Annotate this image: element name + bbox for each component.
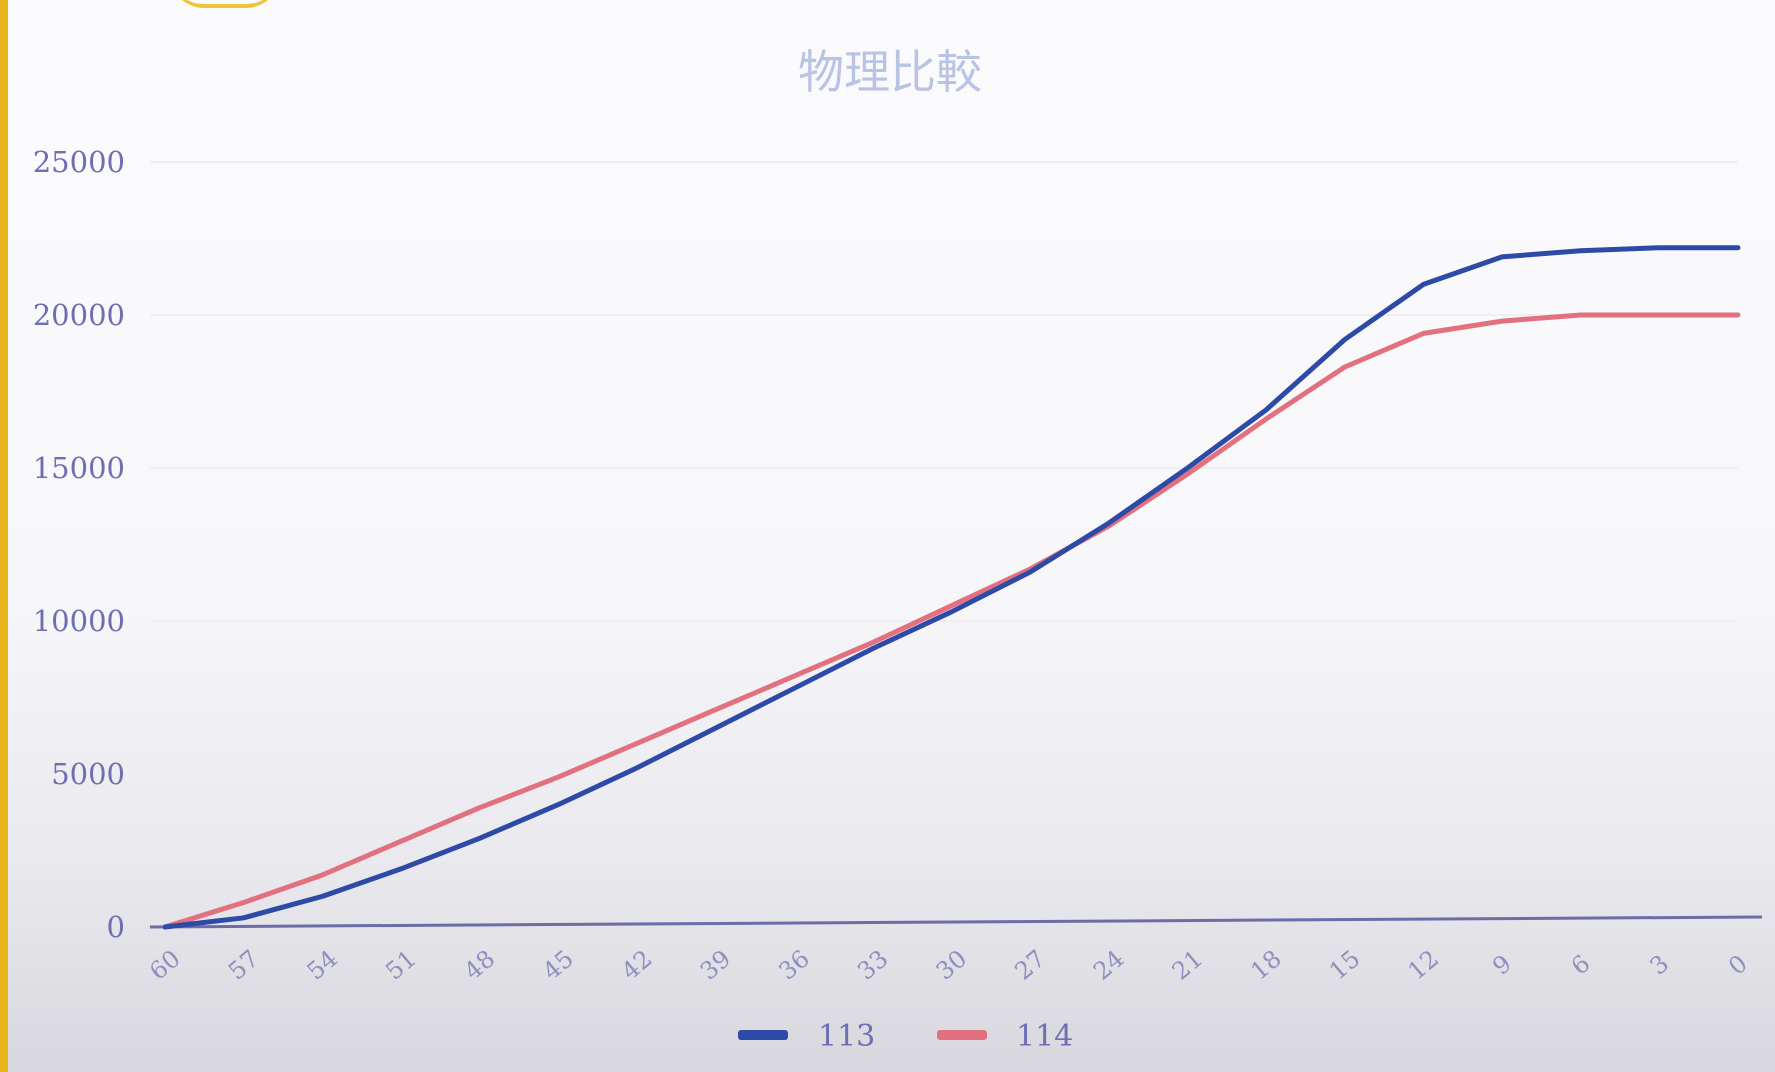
legend-swatch-113 bbox=[738, 1030, 788, 1040]
legend-label-114: 114 bbox=[1016, 1019, 1073, 1054]
legend-label-113: 113 bbox=[818, 1019, 875, 1054]
x-tick-label: 9 bbox=[1487, 949, 1517, 980]
y-tick-label: 5000 bbox=[51, 757, 125, 791]
x-tick-label: 24 bbox=[1088, 944, 1129, 985]
series-lines bbox=[162, 245, 1741, 930]
x-axis-line bbox=[149, 915, 1763, 929]
x-tick-label: 33 bbox=[852, 944, 893, 985]
y-tick-label: 25000 bbox=[33, 145, 125, 179]
x-tick-label: 45 bbox=[538, 944, 579, 985]
y-tick-label: 15000 bbox=[33, 451, 125, 485]
legend: 113 114 bbox=[738, 1019, 1073, 1054]
y-tick-label: 10000 bbox=[33, 604, 125, 638]
x-tick-label: 6 bbox=[1566, 949, 1596, 980]
x-tick-label: 18 bbox=[1245, 944, 1286, 985]
y-tick-label: 20000 bbox=[33, 298, 125, 332]
x-tick-label: 39 bbox=[695, 944, 736, 985]
series-line-114 bbox=[162, 312, 1741, 930]
x-tick-label: 30 bbox=[931, 944, 972, 985]
chart-title: 物理比較 bbox=[798, 45, 982, 99]
x-axis-ticks: 60 57 54 51 48 45 42 39 36 33 30 27 24 21 18 15 12 9 6 3 0 bbox=[144, 944, 1753, 985]
x-tick-label: 15 bbox=[1324, 944, 1365, 985]
series-line-113 bbox=[162, 245, 1741, 930]
y-tick-label: 0 bbox=[107, 910, 125, 944]
legend-swatch-114 bbox=[937, 1030, 987, 1040]
x-tick-label: 27 bbox=[1009, 944, 1050, 985]
x-tick-label: 54 bbox=[302, 944, 343, 985]
x-tick-label: 60 bbox=[144, 944, 185, 985]
x-tick-label: 42 bbox=[616, 944, 657, 985]
x-tick-label: 0 bbox=[1723, 949, 1753, 980]
gridlines bbox=[150, 161, 1738, 775]
x-tick-label: 36 bbox=[774, 944, 815, 985]
x-tick-label: 12 bbox=[1403, 944, 1444, 985]
x-tick-label: 48 bbox=[459, 944, 500, 985]
x-tick-label: 57 bbox=[223, 944, 264, 985]
top-decorative-arc bbox=[170, 0, 280, 8]
x-tick-label: 21 bbox=[1167, 944, 1208, 985]
x-tick-label: 51 bbox=[380, 944, 421, 985]
y-axis-ticks: 0 5000 10000 15000 20000 25000 bbox=[33, 145, 125, 944]
left-edge-strip bbox=[0, 0, 8, 1072]
x-tick-label: 3 bbox=[1644, 949, 1674, 980]
